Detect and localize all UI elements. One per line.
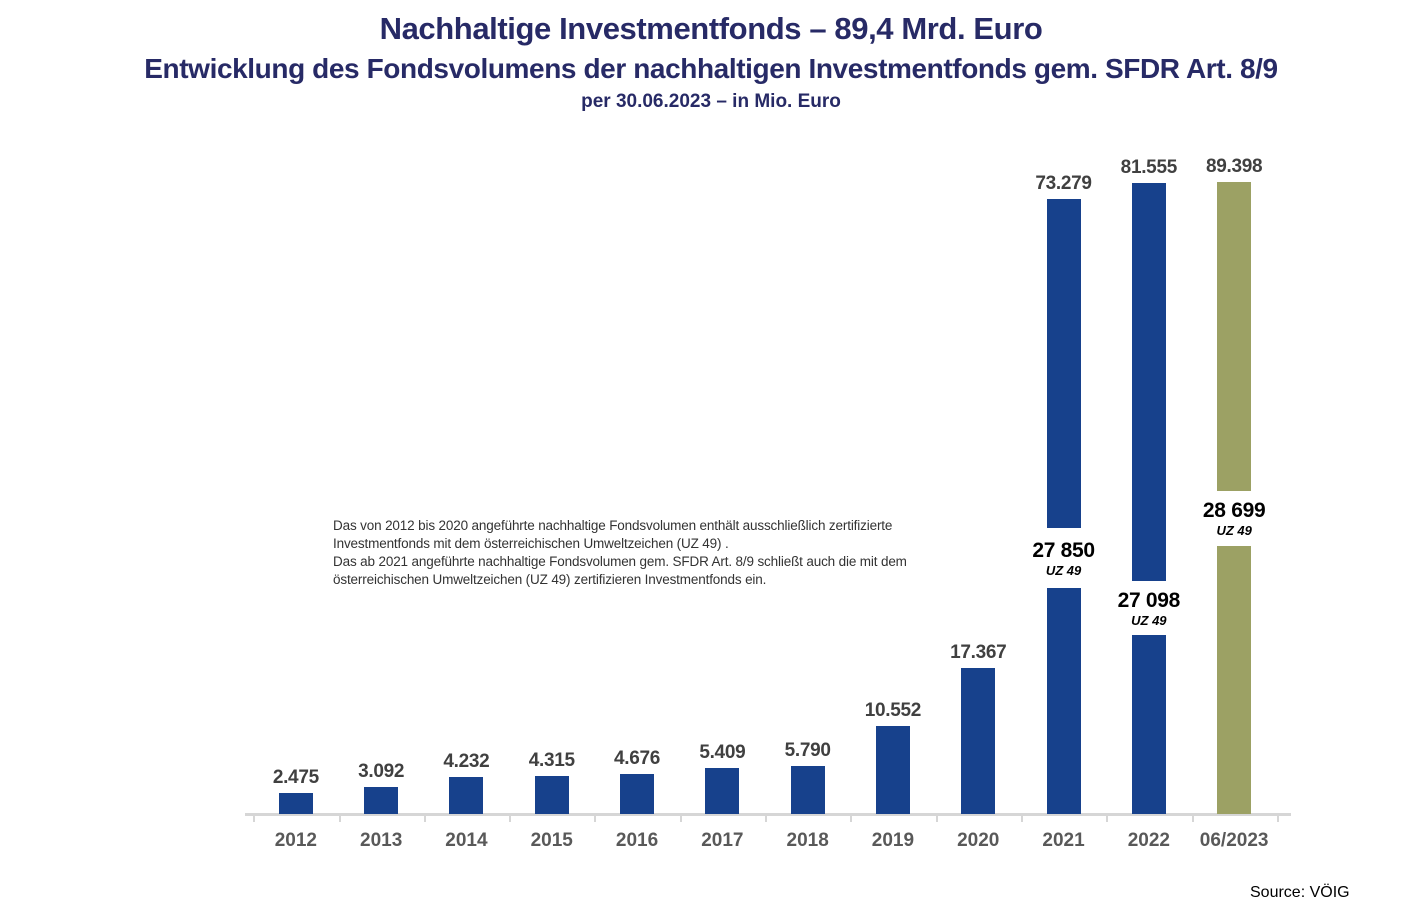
uz49-sublabel-06-2023: UZ 49 [1216,523,1252,538]
x-axis-label-2021: 2021 [1042,830,1085,851]
value-label-06-2023: 89.398 [1205,156,1263,177]
chart-subtitle: Entwicklung des Fondsvolumens der nachha… [144,53,1278,84]
value-label-2016: 4.676 [614,748,661,769]
x-axis-label-2018: 2018 [786,830,829,851]
x-axis-label-2019: 2019 [871,830,915,851]
value-label-2013: 3.092 [358,761,405,782]
bar-2021-segment-1 [1046,199,1081,528]
x-axis-tick [679,816,682,822]
source-label: Source: VÖIG [1250,884,1350,901]
x-axis-label-2017: 2017 [701,830,744,851]
value-label-2022: 81.555 [1120,157,1178,178]
x-axis-label-2020: 2020 [957,830,1000,851]
uz49-sublabel-2021: UZ 49 [1045,562,1082,578]
chart-title: Nachhaltige Investmentfonds – 89,4 Mrd. … [379,11,1043,46]
value-label-2012: 2.475 [272,767,319,788]
x-axis-tick [1276,816,1279,822]
bar-2017 [705,768,740,814]
x-axis-tick [935,816,938,822]
value-label-2014: 4.232 [443,751,490,772]
chart-header: Nachhaltige Investmentfonds – 89,4 Mrd. … [0,11,1422,113]
bar-2014 [449,777,484,814]
bar-2013 [364,787,399,814]
bar-2021-segment-2 [1046,588,1081,814]
x-axis-label-2014: 2014 [445,830,488,851]
value-label-2021: 73.279 [1035,173,1092,194]
chart-annotation: Das von 2012 bis 2020 angeführte nachhal… [333,517,907,589]
annotation-line-4: österreichischen Umweltzeichen (UZ 49) z… [333,572,767,587]
value-label-2017: 5.409 [699,742,746,763]
bar-2022-segment-1 [1131,183,1166,581]
x-axis-label-06-2023: 06/2023 [1199,830,1269,851]
x-axis-tick [423,816,426,822]
uz49-breakout-2021: 27 850 UZ 49 [1004,528,1124,588]
x-axis-line [245,813,1291,816]
bar-06-2023-segment-1 [1217,182,1252,491]
x-axis-tick [765,816,767,822]
x-axis-tick [1191,816,1194,822]
annotation-line-2: Investmentfonds mit dem österreichischen… [333,536,729,551]
x-axis-tick [1106,816,1109,822]
x-axis-label-2015: 2015 [530,830,573,851]
x-axis-tick [850,816,853,822]
value-label-2020: 17.367 [950,642,1007,663]
x-axis-label-2022: 2022 [1127,830,1170,851]
uz49-breakout-2022: 27 098 UZ 49 [1089,581,1209,635]
uz49-value-2022: 27 098 [1117,588,1181,612]
x-axis-tick [253,816,256,822]
x-axis-tick [594,816,597,822]
uz49-breakout-06-2023: 28 699 UZ 49 [1174,491,1294,546]
bar-2018 [790,766,825,814]
uz49-value-06-2023: 28 699 [1202,499,1266,522]
bar-2015 [534,776,569,814]
annotation-line-1: Das von 2012 bis 2020 angeführte nachhal… [333,518,893,533]
x-axis-tick [1020,816,1023,822]
chart-dateline: per 30.06.2023 – in Mio. Euro [581,91,841,112]
x-axis-tick [338,816,341,822]
value-label-2015: 4.315 [528,750,575,771]
x-axis-label-2016: 2016 [615,830,659,851]
x-axis-label-2013: 2013 [360,830,403,851]
annotation-line-3: Das ab 2021 angeführte nachhaltige Fonds… [333,554,907,569]
value-label-2019: 10.552 [864,700,922,721]
bar-2012 [278,793,313,814]
x-axis-tick [509,816,512,822]
bar-2016 [620,774,655,814]
bar-2020 [961,668,996,814]
bar-2019 [875,726,910,814]
uz49-value-2021: 27 850 [1032,538,1095,562]
bar-06-2023-segment-2 [1217,546,1252,814]
uz49-sublabel-2022: UZ 49 [1131,612,1167,628]
x-axis-label-2012: 2012 [274,830,317,851]
bar-2022-segment-2 [1131,635,1166,814]
value-label-2018: 5.790 [784,740,831,761]
